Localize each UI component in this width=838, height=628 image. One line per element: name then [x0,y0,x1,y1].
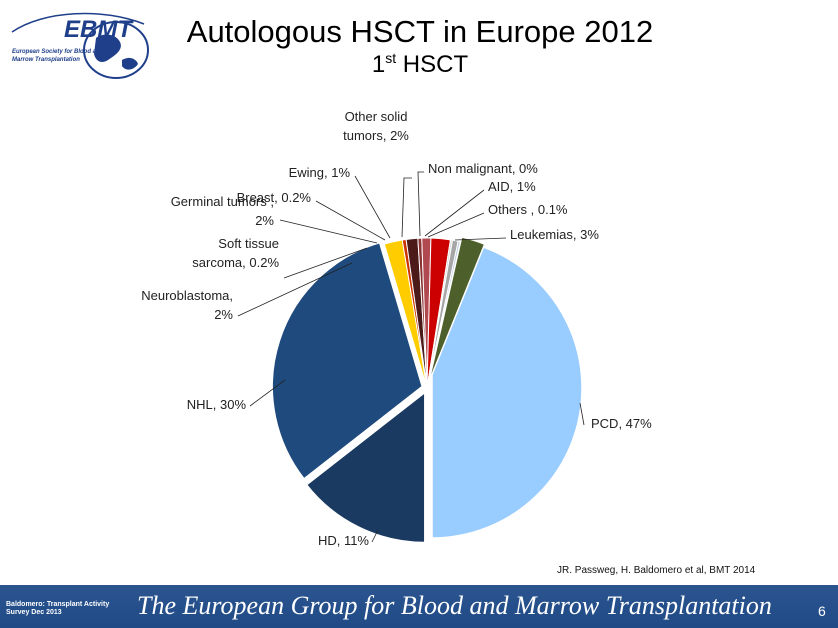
ebmt-logo: EBMT European Society for Blood and Marr… [4,4,152,80]
leader-line-soft-tissue-sarcoma [283,247,368,279]
slice-label-aid: AID, 1% [488,179,536,194]
subtitle-number: 1 [371,51,386,78]
slice-label-breast: Breast, 0.2% [237,190,312,205]
slice-label-neuroblastoma: Neuroblastoma, 2% [141,288,233,322]
leader-line-hd [371,529,379,543]
logo-text: EBMT [64,16,134,43]
slice-label-hd: HD, 11% [318,533,369,548]
title-block: Autologous HSCT in Europe 2012 1st HSCT [170,14,670,79]
logo-caption-1: European Society for Blood and [12,49,104,55]
slice-label-non-malignant: Non malignant, 0% [428,161,538,176]
page-title: Autologous HSCT in Europe 2012 [186,14,654,49]
subtitle-superscript: st [385,50,397,66]
leader-line-pcd [579,402,585,426]
pie-slice-nhl [271,241,424,480]
leader-line-nhl [249,379,286,407]
slice-label-pcd: PCD, 47% [591,416,652,431]
slice-label-soft-tissue-sarcoma: Soft tissue sarcoma, 0.2% [192,236,279,270]
footer-source-line-1: Baldomero: Transplant Activity [6,601,110,608]
pie-slices [271,236,583,544]
citation: JR. Passweg, H. Baldomero et al, BMT 201… [557,565,756,576]
logo-caption-2: Marrow Transplantation [12,57,80,63]
leader-line-germinal-tumors [279,219,378,244]
slice-label-leukemias: Leukemias, 3% [510,227,599,242]
page-subtitle: 1st HSCT [170,50,670,79]
leader-line-others [427,212,485,238]
pie-slice-hd [305,390,426,544]
leader-line-ewing [354,175,391,239]
page-number: 6 [818,603,826,619]
footer-source-line-2: Survey Dec 2013 [6,609,62,616]
slice-label-ewing: Ewing, 1% [289,165,351,180]
slice-label-others: Others , 0.1% [488,202,568,217]
footer-source: Baldomero: Transplant Activity Survey De… [6,601,109,617]
pie-slice-leukemias [427,236,486,384]
footer-organization: The European Group for Blood and Marrow … [137,591,772,620]
footer-bar: Baldomero: Transplant Activity Survey De… [0,585,838,628]
leader-line-aid [424,189,485,237]
leader-line-breast [315,200,386,241]
slice-label-nhl: NHL, 30% [187,397,247,412]
subtitle-rest: HSCT [396,51,469,78]
slice-label-other-solid-tumors: Other solid tumors, 2% [343,109,409,143]
leader-line-leukemias [454,237,507,241]
leader-line-non-malignant [417,171,424,237]
leader-line-neuroblastoma [237,262,353,317]
slice-label-germinal-tumors: Germinal tumors , 2% [171,194,275,228]
leader-line-other-solid-tumors [401,177,412,238]
logo-graphic: EBMT [11,12,149,79]
pie-slice-pcd [431,237,583,539]
